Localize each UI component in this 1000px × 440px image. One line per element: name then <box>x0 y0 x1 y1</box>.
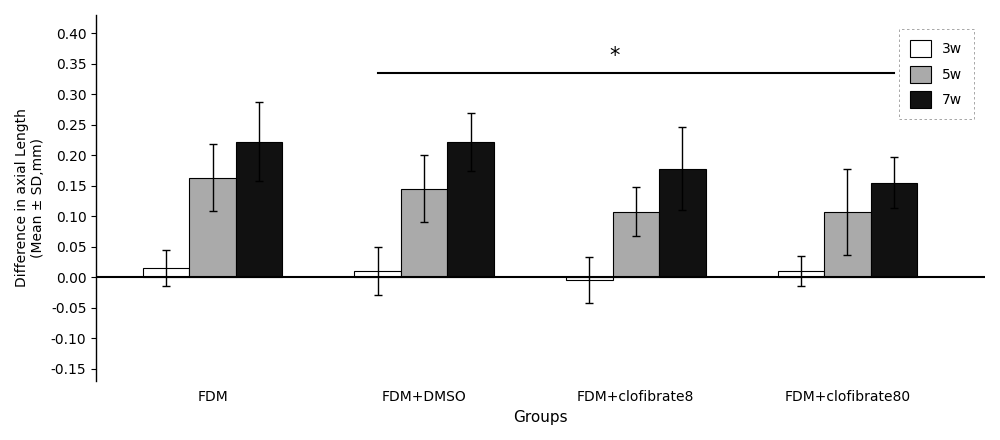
Bar <box>613 212 659 277</box>
Bar <box>778 271 824 277</box>
Legend: 3w, 5w, 7w: 3w, 5w, 7w <box>899 29 974 119</box>
X-axis label: Groups: Groups <box>513 410 568 425</box>
Bar <box>871 183 917 277</box>
Bar <box>354 271 401 277</box>
Bar <box>401 189 447 277</box>
Bar <box>189 178 236 277</box>
Y-axis label: Difference in axial Length
(Mean ± SD,mm): Difference in axial Length (Mean ± SD,mm… <box>15 108 45 287</box>
Bar <box>659 169 706 277</box>
Text: *: * <box>609 46 620 66</box>
Bar <box>236 142 282 277</box>
Bar <box>824 212 871 277</box>
Bar <box>566 277 613 280</box>
Bar <box>143 268 189 277</box>
Bar <box>447 142 494 277</box>
